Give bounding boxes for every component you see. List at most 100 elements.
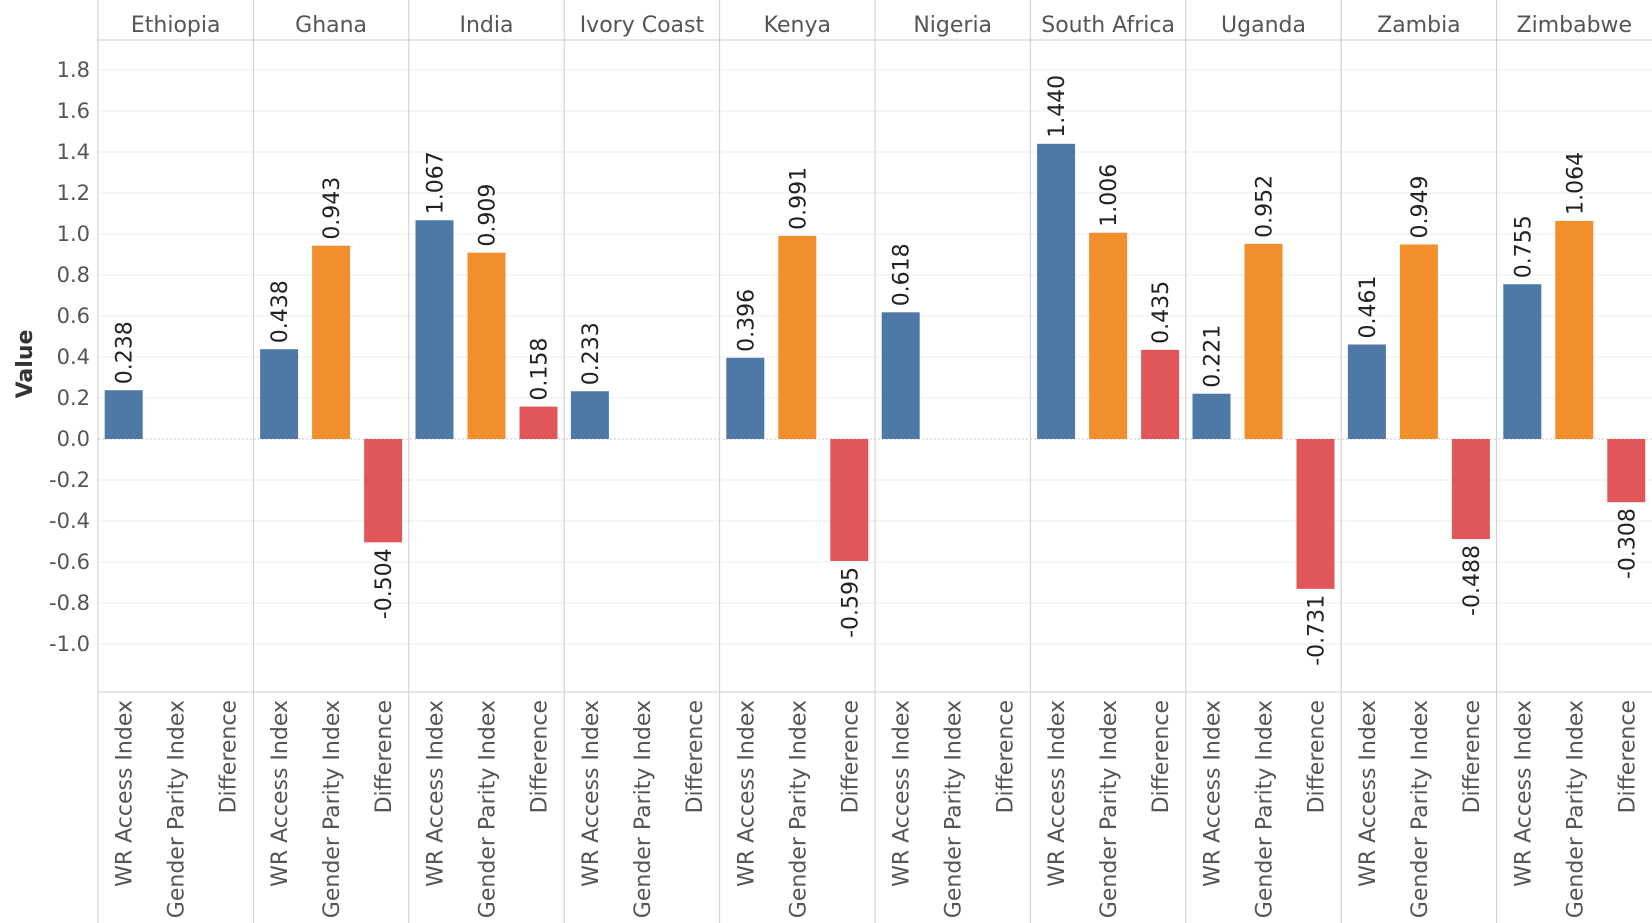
- y-tick-label: 1.0: [57, 222, 90, 246]
- data-label: 0.618: [890, 243, 915, 306]
- x-tick-label: Gender Parity Index: [1408, 700, 1433, 918]
- bar: [726, 357, 765, 439]
- data-label: 0.949: [1408, 175, 1433, 238]
- bar: [1141, 349, 1180, 439]
- bar: [1089, 232, 1128, 439]
- bar: [1192, 393, 1231, 439]
- data-label: -0.595: [838, 567, 863, 638]
- y-tick-label: 1.2: [57, 181, 90, 205]
- x-tick-label: Difference: [1460, 700, 1485, 813]
- x-tick-label: WR Access Index: [1201, 700, 1226, 887]
- x-tick-label: Difference: [994, 700, 1019, 813]
- data-label: 1.067: [424, 151, 449, 214]
- country-header: Ivory Coast: [580, 13, 705, 38]
- bar: [881, 312, 920, 439]
- x-tick-label: Gender Parity Index: [942, 700, 967, 918]
- data-label: 1.006: [1097, 164, 1122, 227]
- data-label: -0.731: [1305, 595, 1330, 666]
- data-label: 0.438: [268, 280, 293, 343]
- bar: [1451, 439, 1490, 540]
- y-tick-label: 0.6: [57, 304, 90, 328]
- x-tick-label: Gender Parity Index: [1097, 700, 1122, 918]
- y-tick-label: 0.8: [57, 263, 90, 287]
- y-tick-label: -0.8: [49, 591, 90, 615]
- x-tick-label: WR Access Index: [113, 700, 138, 887]
- x-tick-label: Difference: [1149, 700, 1174, 813]
- y-tick-label: 0.4: [57, 345, 90, 369]
- x-tick-label: Difference: [1615, 700, 1640, 813]
- x-tick-label: Difference: [217, 700, 242, 813]
- bar: [830, 439, 869, 561]
- y-tick-label: 1.4: [57, 140, 90, 164]
- x-tick-label: WR Access Index: [579, 700, 604, 887]
- x-tick-label: Difference: [528, 700, 553, 813]
- x-tick-label: Difference: [683, 700, 708, 813]
- country-header: Ghana: [295, 13, 367, 38]
- x-tick-label: WR Access Index: [1356, 700, 1381, 887]
- x-tick-label: WR Access Index: [734, 700, 759, 887]
- bar: [778, 235, 817, 439]
- bar: [1555, 220, 1594, 439]
- data-label: 0.158: [528, 338, 553, 401]
- data-label: 0.755: [1511, 215, 1536, 278]
- y-tick-label: 1.6: [57, 99, 90, 123]
- data-label: 1.440: [1045, 75, 1070, 138]
- data-label: -0.504: [372, 548, 397, 619]
- country-header: Ethiopia: [131, 13, 221, 38]
- data-label: 0.233: [579, 322, 604, 385]
- x-tick-label: WR Access Index: [1511, 700, 1536, 887]
- x-tick-label: Gender Parity Index: [476, 700, 501, 918]
- data-label: 0.952: [1253, 175, 1278, 238]
- y-tick-label: -0.6: [49, 550, 90, 574]
- y-tick-label: -1.0: [49, 632, 90, 656]
- country-header: Zambia: [1377, 13, 1461, 38]
- x-tick-label: Gender Parity Index: [786, 700, 811, 918]
- y-tick-label: -0.4: [49, 509, 90, 533]
- country-header: India: [460, 13, 514, 38]
- data-label: 0.909: [476, 184, 501, 247]
- data-label: 1.064: [1563, 152, 1588, 215]
- bar: [570, 391, 609, 439]
- bar: [1244, 243, 1283, 439]
- data-label: -0.488: [1460, 545, 1485, 616]
- x-tick-label: Difference: [838, 700, 863, 813]
- data-label: 0.991: [786, 167, 811, 230]
- bar: [104, 390, 143, 439]
- y-tick-label: -0.2: [49, 468, 90, 492]
- bar: [415, 220, 454, 439]
- x-tick-label: Gender Parity Index: [165, 700, 190, 918]
- bar: [1037, 143, 1076, 440]
- bar: [1399, 244, 1438, 439]
- x-tick-label: WR Access Index: [424, 700, 449, 887]
- bar: [364, 439, 403, 543]
- data-label: 0.943: [320, 177, 345, 240]
- data-label: -0.308: [1615, 508, 1640, 579]
- y-tick-label: 0.0: [57, 427, 90, 451]
- data-label: 0.435: [1149, 281, 1174, 344]
- bar: [467, 252, 506, 439]
- y-axis-title: Value: [13, 330, 38, 399]
- data-label: 0.396: [734, 289, 759, 352]
- country-header: South Africa: [1041, 13, 1175, 38]
- bar: [519, 406, 558, 439]
- bar: [260, 349, 299, 439]
- country-header: Zimbabwe: [1517, 13, 1633, 38]
- bar: [1503, 284, 1542, 439]
- bar: [1296, 439, 1335, 589]
- x-tick-label: Gender Parity Index: [1253, 700, 1278, 918]
- country-header: Uganda: [1221, 13, 1306, 38]
- country-header: Kenya: [764, 13, 831, 38]
- data-label: 0.221: [1201, 325, 1226, 388]
- x-tick-label: WR Access Index: [268, 700, 293, 887]
- y-tick-label: 0.2: [57, 386, 90, 410]
- x-tick-label: Gender Parity Index: [1563, 700, 1588, 918]
- x-tick-label: Difference: [372, 700, 397, 813]
- x-tick-label: Gender Parity Index: [320, 700, 345, 918]
- x-tick-label: Difference: [1305, 700, 1330, 813]
- bar: [1347, 344, 1386, 439]
- x-tick-label: WR Access Index: [1045, 700, 1070, 887]
- bar: [1607, 439, 1646, 503]
- data-label: 0.238: [113, 321, 138, 384]
- x-tick-label: WR Access Index: [890, 700, 915, 887]
